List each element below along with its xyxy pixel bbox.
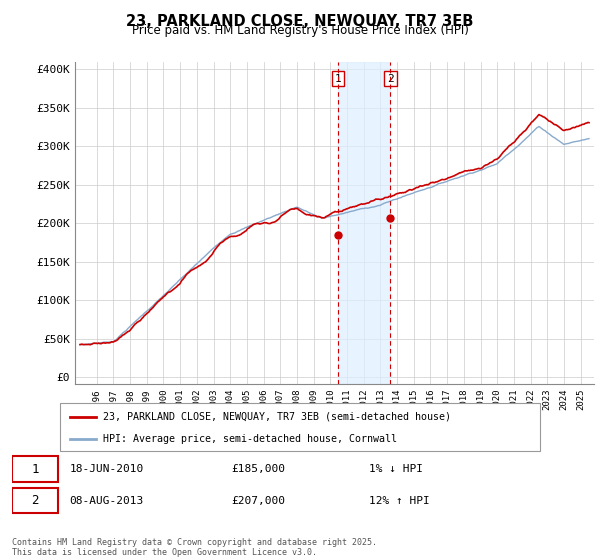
Text: 23, PARKLAND CLOSE, NEWQUAY, TR7 3EB (semi-detached house): 23, PARKLAND CLOSE, NEWQUAY, TR7 3EB (se… xyxy=(103,412,451,422)
Text: 1: 1 xyxy=(335,73,341,83)
FancyBboxPatch shape xyxy=(60,403,540,451)
Text: Contains HM Land Registry data © Crown copyright and database right 2025.
This d: Contains HM Land Registry data © Crown c… xyxy=(12,538,377,557)
Text: £207,000: £207,000 xyxy=(231,496,285,506)
Text: 1% ↓ HPI: 1% ↓ HPI xyxy=(369,464,423,474)
Bar xyxy=(338,62,391,384)
Text: HPI: Average price, semi-detached house, Cornwall: HPI: Average price, semi-detached house,… xyxy=(103,434,397,444)
Text: Price paid vs. HM Land Registry's House Price Index (HPI): Price paid vs. HM Land Registry's House … xyxy=(131,24,469,37)
Text: 08-AUG-2013: 08-AUG-2013 xyxy=(70,496,144,506)
FancyBboxPatch shape xyxy=(12,488,58,514)
Text: 12% ↑ HPI: 12% ↑ HPI xyxy=(369,496,430,506)
Text: 2: 2 xyxy=(387,73,394,83)
Text: 1: 1 xyxy=(31,463,39,475)
Text: 23, PARKLAND CLOSE, NEWQUAY, TR7 3EB: 23, PARKLAND CLOSE, NEWQUAY, TR7 3EB xyxy=(127,14,473,29)
Text: 18-JUN-2010: 18-JUN-2010 xyxy=(70,464,144,474)
Text: £185,000: £185,000 xyxy=(231,464,285,474)
FancyBboxPatch shape xyxy=(12,456,58,482)
Text: 2: 2 xyxy=(31,494,39,507)
